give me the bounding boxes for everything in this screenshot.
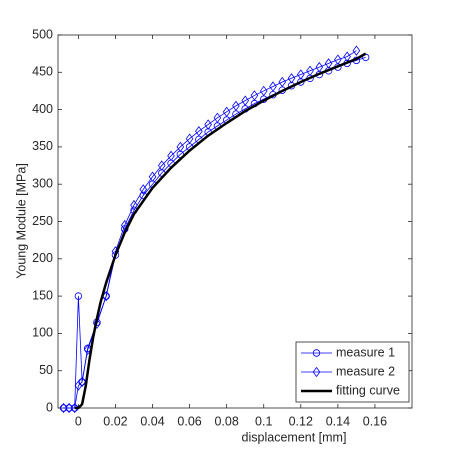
marker: [204, 119, 212, 130]
marker: [312, 366, 321, 378]
legend-label: fitting curve: [336, 383, 400, 397]
marker: [306, 65, 314, 76]
x-tick-label: 0.16: [363, 414, 387, 428]
marker: [195, 126, 203, 137]
marker: [296, 69, 305, 80]
y-tick-label: 200: [32, 251, 53, 265]
marker: [176, 141, 185, 153]
y-axis-label: Young Module [MPa]: [14, 163, 28, 279]
marker: [148, 171, 157, 182]
y-tick-label: 0: [46, 400, 53, 414]
series-line: [74, 52, 367, 410]
y-tick-label: 400: [32, 102, 53, 116]
y-tick-label: 50: [39, 363, 53, 377]
marker: [232, 100, 240, 112]
y-tick-label: 500: [32, 27, 53, 41]
marker: [185, 133, 194, 144]
marker: [352, 45, 361, 56]
marker: [78, 376, 86, 388]
marker: [93, 318, 101, 329]
marker: [167, 150, 175, 162]
marker: [130, 199, 138, 211]
marker: [343, 51, 351, 62]
y-tick-label: 350: [32, 139, 53, 153]
marker: [278, 76, 287, 88]
x-tick-label: 0.02: [103, 414, 127, 428]
y-tick-label: 250: [32, 214, 53, 228]
marker: [74, 292, 83, 300]
y-tick-label: 150: [32, 288, 53, 302]
x-tick-label: 0.04: [140, 414, 164, 428]
x-tick-label: 0.14: [326, 414, 350, 428]
marker: [269, 81, 277, 92]
marker: [287, 73, 296, 84]
y-tick-label: 300: [32, 176, 53, 190]
marker: [65, 402, 73, 414]
x-tick-label: 0.1: [255, 414, 272, 428]
y-tick-label: 450: [32, 65, 53, 79]
marker: [241, 95, 249, 106]
marker: [70, 402, 79, 414]
y-tick-label: 100: [32, 326, 53, 340]
marker: [139, 184, 148, 195]
marker: [315, 61, 324, 73]
marker: [312, 349, 321, 357]
marker: [334, 54, 342, 65]
x-tick-label: 0: [75, 414, 82, 428]
marker: [250, 90, 259, 101]
marker: [157, 160, 166, 171]
legend-label: measure 2: [336, 364, 395, 378]
x-tick-label: 0.08: [214, 414, 238, 428]
legend-label: measure 1: [336, 345, 395, 359]
x-tick-label: 0.06: [177, 414, 201, 428]
marker: [83, 344, 92, 355]
x-tick-label: 0.12: [289, 414, 313, 428]
marker: [59, 402, 68, 414]
x-axis-label: displacement [mm]: [242, 430, 347, 444]
marker: [324, 58, 333, 69]
marker: [259, 85, 268, 97]
marker: [222, 106, 231, 118]
marker: [120, 220, 129, 231]
marker: [213, 112, 222, 123]
